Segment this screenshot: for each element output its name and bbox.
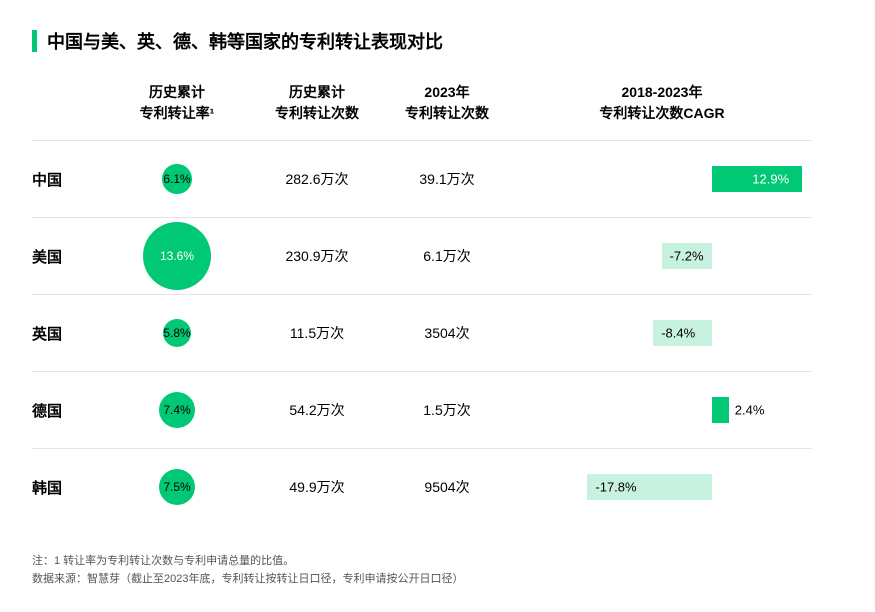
hist-value: 230.9万次 [252, 218, 382, 294]
col-header-cagr: 2018-2023年 专利转让次数CAGR [512, 82, 812, 140]
cagr-bar [712, 397, 729, 423]
rate-bubble-cell: 7.5% [102, 449, 252, 525]
rate-bubble-cell: 13.6% [102, 218, 252, 294]
y2023-value: 39.1万次 [382, 141, 512, 217]
footnote-1: 注：1 转让率为专利转让次数与专利申请总量的比值。 [32, 553, 843, 571]
cagr-bar-label: 12.9% [752, 172, 789, 187]
col-header-rate: 历史累计 专利转让率¹ [102, 82, 252, 140]
rate-bubble-cell: 6.1% [102, 141, 252, 217]
rate-bubble-cell: 5.8% [102, 295, 252, 371]
cagr-bar-cell: 2.4% [512, 372, 812, 448]
hist-value: 11.5万次 [252, 295, 382, 371]
rate-bubble: 13.6% [143, 222, 211, 290]
hist-value: 54.2万次 [252, 372, 382, 448]
col-header-hist: 历史累计 专利转让次数 [252, 82, 382, 140]
cagr-bar-cell: -8.4% [512, 295, 812, 371]
col-header-hist-l2: 专利转让次数 [275, 105, 359, 121]
rate-bubble-label: 13.6% [160, 249, 194, 263]
col-header-rate-l1: 历史累计 [149, 84, 205, 100]
country-label: 英国 [32, 295, 102, 371]
col-header-rate-l2: 专利转让率¹ [140, 105, 215, 121]
cagr-bar-label: -17.8% [595, 480, 636, 495]
title-accent-bar [32, 30, 37, 52]
col-header-2023: 2023年 专利转让次数 [382, 82, 512, 140]
country-label: 中国 [32, 141, 102, 217]
chart-title-row: 中国与美、英、德、韩等国家的专利转让表现对比 [32, 28, 843, 54]
col-header-cagr-l1: 2018-2023年 [622, 84, 703, 100]
footnotes: 注：1 转让率为专利转让次数与专利申请总量的比值。 数据来源：智慧芽（截止至20… [32, 553, 843, 588]
rate-bubble-label: 5.8% [163, 326, 190, 340]
col-header-2023-l1: 2023年 [424, 84, 469, 100]
hist-value: 282.6万次 [252, 141, 382, 217]
chart-title: 中国与美、英、德、韩等国家的专利转让表现对比 [47, 28, 443, 54]
data-grid: 历史累计 专利转让率¹ 历史累计 专利转让次数 2023年 专利转让次数 201… [32, 82, 843, 525]
rate-bubble: 7.4% [159, 392, 195, 428]
y2023-value: 1.5万次 [382, 372, 512, 448]
rate-bubble-label: 7.4% [163, 403, 190, 417]
col-header-cagr-l2: 专利转让次数CAGR [599, 105, 724, 121]
cagr-bar-cell: -17.8% [512, 449, 812, 525]
hist-value: 49.9万次 [252, 449, 382, 525]
country-label: 韩国 [32, 449, 102, 525]
y2023-value: 3504次 [382, 295, 512, 371]
col-header-2023-l2: 专利转让次数 [405, 105, 489, 121]
cagr-bar-label: -8.4% [661, 326, 695, 341]
rate-bubble: 7.5% [159, 469, 196, 506]
country-label: 美国 [32, 218, 102, 294]
cagr-bar-cell: 12.9% [512, 141, 812, 217]
rate-bubble-label: 7.5% [163, 480, 190, 494]
rate-bubble-cell: 7.4% [102, 372, 252, 448]
cagr-bar-label: 2.4% [735, 403, 765, 418]
col-header-hist-l1: 历史累计 [289, 84, 345, 100]
country-label: 德国 [32, 372, 102, 448]
rate-bubble: 6.1% [162, 164, 192, 194]
footnote-2: 数据来源：智慧芽（截止至2023年底，专利转让按转让日口径，专利申请按公开日口径… [32, 571, 843, 589]
cagr-bar-label: -7.2% [670, 249, 704, 264]
y2023-value: 9504次 [382, 449, 512, 525]
col-header-country [32, 103, 102, 119]
rate-bubble-label: 6.1% [163, 172, 190, 186]
y2023-value: 6.1万次 [382, 218, 512, 294]
cagr-bar-cell: -7.2% [512, 218, 812, 294]
rate-bubble: 5.8% [163, 319, 191, 347]
